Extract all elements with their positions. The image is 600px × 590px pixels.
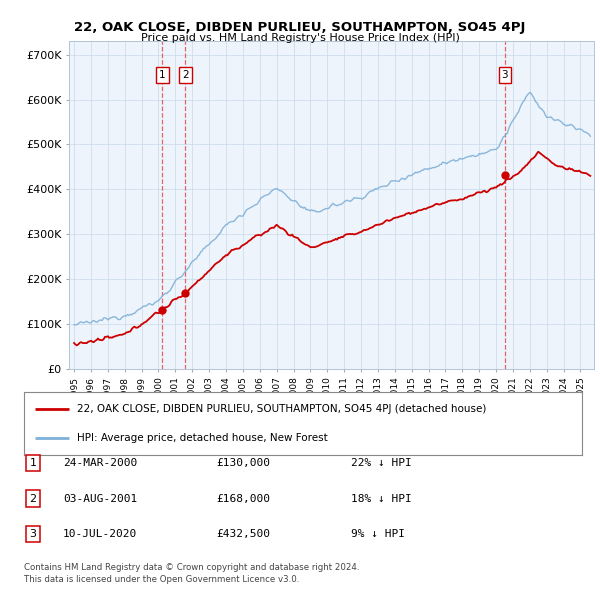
Text: 03-AUG-2001: 03-AUG-2001: [63, 494, 137, 503]
Text: HPI: Average price, detached house, New Forest: HPI: Average price, detached house, New …: [77, 433, 328, 443]
Text: 22, OAK CLOSE, DIBDEN PURLIEU, SOUTHAMPTON, SO45 4PJ: 22, OAK CLOSE, DIBDEN PURLIEU, SOUTHAMPT…: [74, 21, 526, 34]
Text: £168,000: £168,000: [216, 494, 270, 503]
Text: £432,500: £432,500: [216, 529, 270, 539]
Text: Price paid vs. HM Land Registry's House Price Index (HPI): Price paid vs. HM Land Registry's House …: [140, 33, 460, 43]
Text: This data is licensed under the Open Government Licence v3.0.: This data is licensed under the Open Gov…: [24, 575, 299, 584]
Text: 24-MAR-2000: 24-MAR-2000: [63, 458, 137, 468]
Text: 2: 2: [29, 494, 37, 503]
Text: Contains HM Land Registry data © Crown copyright and database right 2024.: Contains HM Land Registry data © Crown c…: [24, 563, 359, 572]
Text: 1: 1: [29, 458, 37, 468]
Text: 18% ↓ HPI: 18% ↓ HPI: [351, 494, 412, 503]
Text: 3: 3: [29, 529, 37, 539]
Text: 22, OAK CLOSE, DIBDEN PURLIEU, SOUTHAMPTON, SO45 4PJ (detached house): 22, OAK CLOSE, DIBDEN PURLIEU, SOUTHAMPT…: [77, 404, 487, 414]
Text: 22% ↓ HPI: 22% ↓ HPI: [351, 458, 412, 468]
Text: 10-JUL-2020: 10-JUL-2020: [63, 529, 137, 539]
Text: £130,000: £130,000: [216, 458, 270, 468]
Text: 1: 1: [159, 70, 166, 80]
Text: 2: 2: [182, 70, 188, 80]
Text: 9% ↓ HPI: 9% ↓ HPI: [351, 529, 405, 539]
Text: 3: 3: [502, 70, 508, 80]
